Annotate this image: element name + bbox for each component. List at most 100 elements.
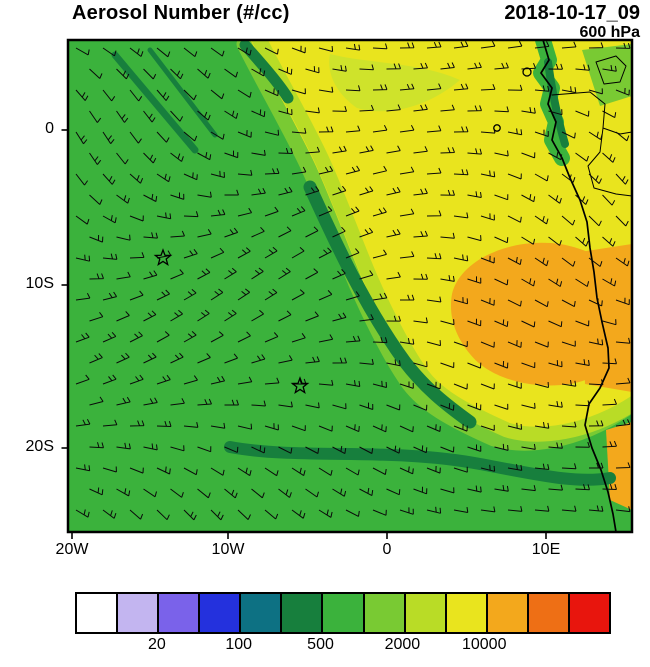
wind-barb [521,402,536,409]
wind-barb [507,340,522,348]
wind-barb [453,383,468,390]
coastal-dark-streak [544,58,569,148]
wind-barb [197,488,211,499]
circle-marker [522,67,532,77]
wind-barb [386,488,401,496]
wind-barb [534,215,549,225]
wind-barb [291,467,306,477]
wind-barb [278,267,291,280]
wind-barb [521,152,536,159]
wind-barb [143,310,157,322]
wind-barb [318,467,333,476]
map-field [68,40,632,532]
wind-barb [75,464,91,472]
wind-barb [480,213,495,221]
wind-barb [291,289,305,301]
wind-barb [426,83,442,91]
wind-barb [494,62,509,70]
wind-barb [561,421,577,428]
wind-barb [170,68,184,80]
wind-barb [129,173,144,184]
filament-nw1 [111,51,199,154]
wind-barb [561,380,577,387]
wind-barb [251,354,266,364]
wind-barb [359,487,374,497]
wind-barb [278,67,293,75]
wind-barb [318,126,334,133]
y-tick-label: 0 [45,120,54,137]
wind-barb [143,193,158,202]
wind-barb [440,189,455,196]
wind-barb [480,424,495,431]
wind-barb [372,207,387,217]
colorbar-cell [569,594,610,632]
colorbar-cell [487,594,529,632]
wind-barb [170,152,184,162]
wind-barb [224,110,239,119]
wind-barb [210,209,226,217]
wind-barb [332,145,347,154]
colorbar-cell [364,594,406,632]
wind-barb [521,362,536,369]
wind-barb [602,358,617,365]
wind-barb [102,509,117,519]
wind-barb [170,269,184,280]
wind-barb [183,421,199,428]
wind-barb [615,173,629,185]
wind-barb [615,131,630,142]
wind-barb [494,150,509,157]
wind-barb [602,110,617,119]
wind-barb [575,110,590,117]
wind-barb [480,341,495,348]
wind-barb [170,230,185,238]
colorbar [75,592,611,634]
wind-barb [170,398,185,406]
map-plot [61,38,634,539]
colorbar-tick-label: 2000 [384,636,421,653]
wind-barb [480,464,496,472]
wind-barb [210,375,226,385]
wind-barb [237,509,251,520]
wind-barb [143,68,157,80]
wind-barb [534,257,549,267]
wind-barb [561,215,576,226]
wind-barb [224,150,239,159]
wind-barb [278,310,292,322]
wind-barb [467,105,482,112]
wind-barb [386,359,401,367]
colorbar-tick-label: 500 [307,636,334,653]
wind-barb [156,420,172,427]
wind-barb [318,509,333,518]
wind-barb [615,257,630,267]
wind-barb [318,165,334,175]
wind-barb [197,229,212,238]
wind-barb [534,463,550,470]
wind-barb [75,509,90,518]
wind-barb [507,173,522,180]
wind-barb [534,85,550,92]
wind-barb [413,62,428,70]
wind-barb [278,401,293,408]
wind-barb [143,443,158,451]
wind-barb [413,188,428,196]
wind-barb [534,129,549,137]
wind-barb [183,89,197,101]
wind-barb [116,396,131,406]
wind-barb [453,341,468,348]
colorbar-tick-label: 100 [225,636,253,653]
wind-barb [440,446,455,453]
wind-barb [534,381,549,388]
wind-barb [197,110,211,121]
wind-barb [602,236,616,247]
wind-barb [197,398,212,406]
wind-barb [575,278,590,287]
wind-barb [116,234,131,241]
wind-barb [318,206,333,217]
wind-barb [386,229,401,238]
wind-barb [305,107,320,114]
wind-barb [345,380,361,387]
wind-barb [170,110,184,122]
wind-barb [440,319,455,326]
wind-barb [345,125,361,133]
